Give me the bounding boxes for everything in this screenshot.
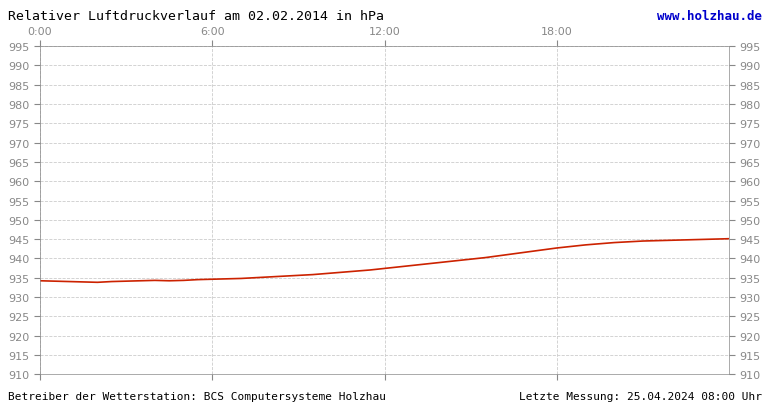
Text: www.holzhau.de: www.holzhau.de xyxy=(658,10,762,23)
Text: Relativer Luftdruckverlauf am 02.02.2014 in hPa: Relativer Luftdruckverlauf am 02.02.2014… xyxy=(8,10,383,23)
Text: Betreiber der Wetterstation: BCS Computersysteme Holzhau: Betreiber der Wetterstation: BCS Compute… xyxy=(8,391,386,401)
Text: Letzte Messung: 25.04.2024 08:00 Uhr: Letzte Messung: 25.04.2024 08:00 Uhr xyxy=(519,391,762,401)
